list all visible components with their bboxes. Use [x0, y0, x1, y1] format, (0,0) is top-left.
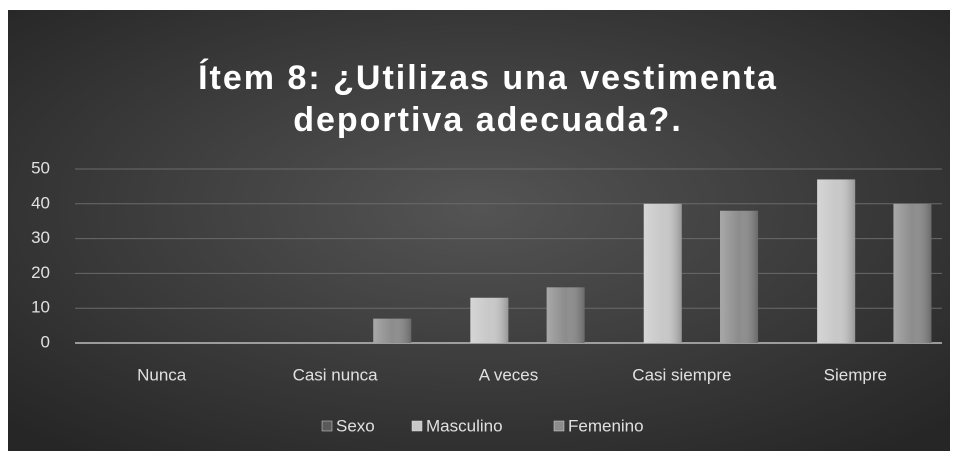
chart-background [8, 10, 950, 451]
legend-label: Sexo [336, 416, 375, 435]
bar-shade [643, 203, 682, 343]
bar-shade [470, 297, 509, 343]
chart-title: Ítem 8: ¿Utilizas una vestimenta [198, 59, 778, 97]
bar-shade [373, 318, 412, 343]
bar-shade [546, 287, 585, 343]
bar-shade [893, 203, 932, 343]
bar-shade [720, 210, 759, 343]
x-tick-label: Nunca [137, 365, 187, 384]
x-tick-label: A veces [479, 365, 539, 384]
chart-title: deportiva adecuada?. [293, 101, 683, 139]
legend-swatch [553, 420, 565, 432]
legend-label: Femenino [568, 416, 644, 435]
y-tick-label: 50 [31, 158, 50, 177]
y-tick-label: 10 [31, 298, 50, 317]
x-tick-label: Casi siempre [632, 365, 731, 384]
legend-swatch [321, 420, 333, 432]
legend-swatch [411, 420, 423, 432]
y-tick-label: 0 [41, 332, 50, 351]
x-tick-label: Siempre [824, 365, 887, 384]
y-tick-label: 40 [31, 193, 50, 212]
y-tick-label: 30 [31, 228, 50, 247]
x-tick-label: Casi nunca [293, 365, 379, 384]
bar-shade [817, 179, 856, 343]
y-tick-label: 20 [31, 263, 50, 282]
legend-label: Masculino [426, 416, 503, 435]
